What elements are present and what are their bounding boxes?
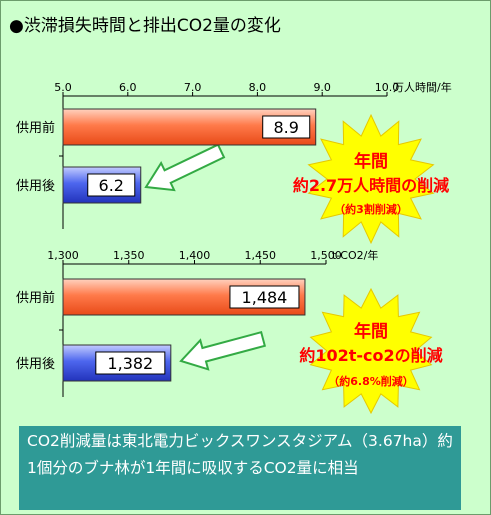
callout-text: （約6.8%削減） (328, 374, 414, 388)
axis-unit-label: 万人時間/年 (393, 80, 452, 94)
category-label: 供用前 (16, 120, 55, 136)
axis-unit-label: t-CO2/年 (332, 248, 378, 262)
note-box: CO2削減量は東北電力ビックスワンスタジアム（3.67ha）約1個分のブナ林が1… (19, 426, 461, 510)
value-label: 1,382 (107, 354, 153, 373)
reduction-arrow (144, 143, 226, 192)
callout-burst (307, 113, 435, 245)
callout-text: 年間 (354, 151, 388, 172)
value-label-box (95, 351, 166, 375)
x-tick-label: 1,500 (310, 249, 342, 262)
category-label: 供用後 (16, 357, 55, 372)
category-label: 供用前 (16, 290, 55, 306)
x-tick-label: 10.0 (375, 81, 400, 94)
reduction-arrow (179, 330, 267, 371)
x-tick-label: 6.0 (119, 81, 137, 94)
x-tick-label: 5.0 (54, 81, 72, 94)
x-tick-label: 9.0 (313, 81, 331, 94)
value-label: 6.2 (99, 176, 124, 195)
x-tick-label: 1,350 (113, 249, 145, 262)
callout-text: 年間 (354, 321, 388, 342)
value-label: 8.9 (273, 118, 298, 137)
callout-text: 約2.7万人時間の削減 (293, 176, 449, 195)
callout-text: （約3割削減） (334, 202, 408, 216)
callout-burst (309, 287, 433, 415)
value-label-box (262, 115, 311, 139)
x-tick-label: 1,300 (47, 249, 79, 262)
x-tick-label: 8.0 (249, 81, 267, 94)
category-label: 供用後 (16, 179, 55, 194)
x-tick-label: 1,450 (245, 249, 277, 262)
x-tick-label: 7.0 (184, 81, 202, 94)
callout-text: 約102t-co2の削減 (299, 346, 442, 365)
value-label: 1,484 (242, 288, 288, 307)
chart-svg: 5.0 6.0 7.0 8.0 9.0 10.0万人時間/年8.9供用前6.2供用後年間約… (16, 80, 452, 415)
value-label-box (87, 173, 136, 197)
x-tick-label: 1,400 (179, 249, 211, 262)
figure-title: ●渋滞損失時間と排出CO2量の変化 (9, 16, 281, 36)
value-label-box (229, 285, 300, 309)
